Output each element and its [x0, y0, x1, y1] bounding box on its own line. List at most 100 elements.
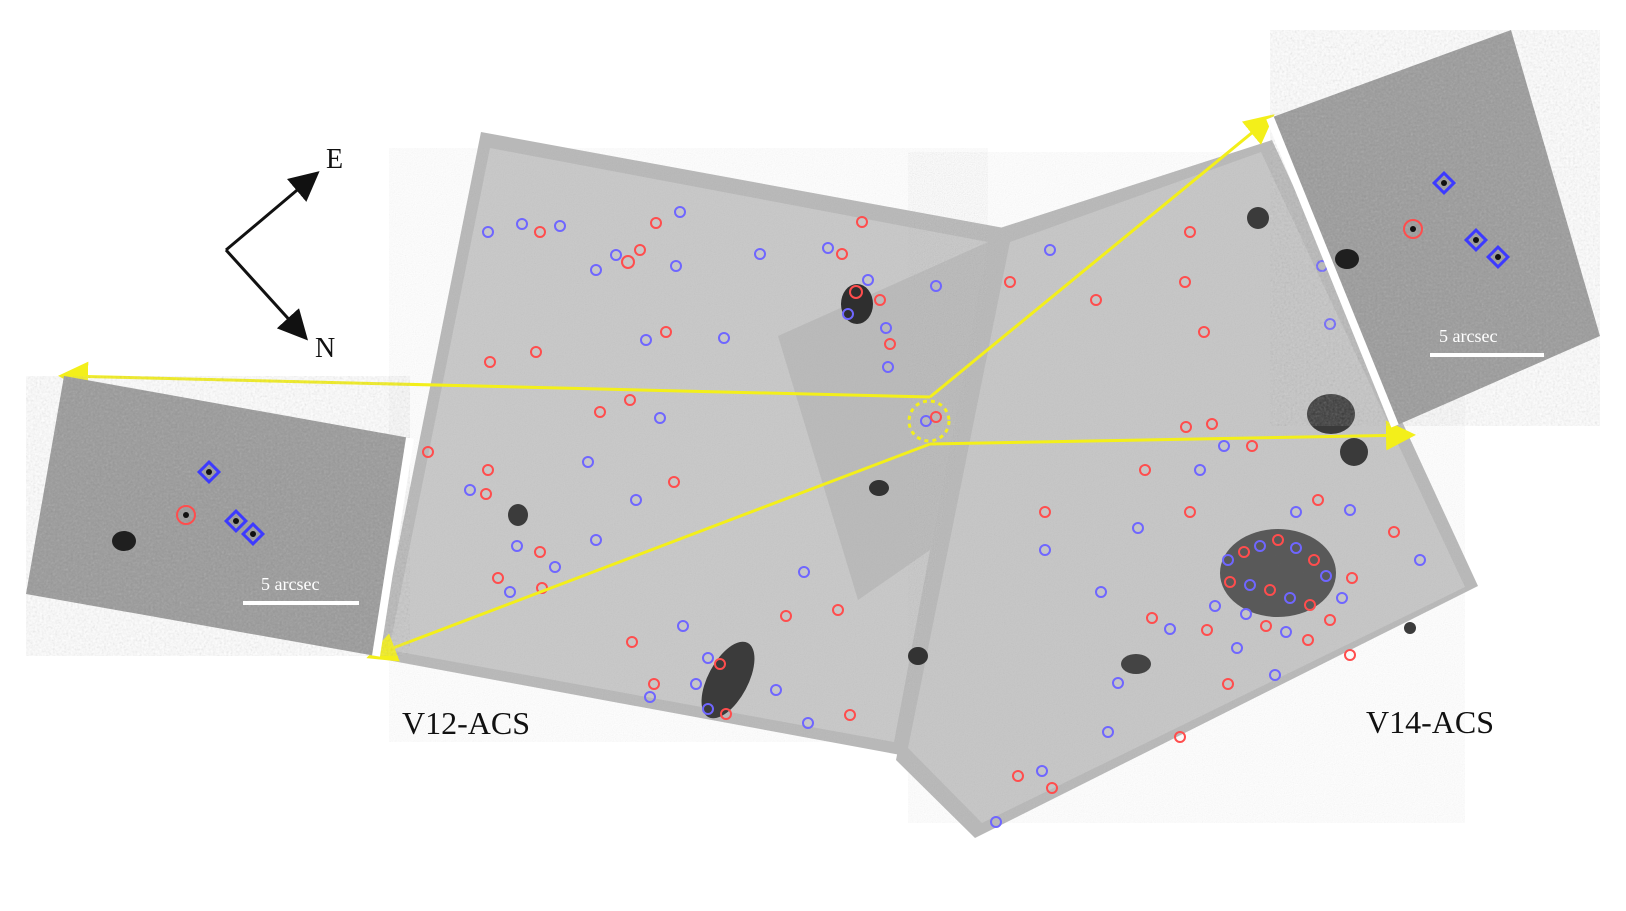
left-inset-blue-core [250, 531, 256, 537]
blue-source-marker [1112, 677, 1124, 689]
blue-source-marker [516, 218, 528, 230]
blue-source-marker [1102, 726, 1114, 738]
blue-source-marker [644, 691, 656, 703]
red-source-marker [720, 708, 732, 720]
east-arrow [225, 171, 320, 252]
right-inset-blue-target [1463, 227, 1489, 253]
red-source-marker [1264, 584, 1276, 596]
blue-source-marker [1284, 592, 1296, 604]
red-source-marker [714, 658, 726, 670]
blue-source-marker [1244, 579, 1256, 591]
bright-star [508, 504, 528, 526]
right-inset-noise [1270, 30, 1600, 426]
bright-star [1307, 394, 1355, 434]
blue-source-marker [1414, 554, 1426, 566]
galaxy-blob [1121, 654, 1151, 674]
right-inset-bright-source [1335, 249, 1359, 269]
red-source-marker [1346, 572, 1358, 584]
left-inset-bright-source [112, 531, 136, 551]
left-field-label: V12-ACS [402, 705, 530, 741]
red-source-marker [668, 476, 680, 488]
red-source-marker [832, 604, 844, 616]
red-source-marker [1184, 506, 1196, 518]
blue-source-marker [590, 264, 602, 276]
blue-source-marker [554, 220, 566, 232]
red-source-marker [1146, 612, 1158, 624]
bright-star [1340, 438, 1368, 466]
blue-source-marker [1240, 608, 1252, 620]
blue-source-marker [1254, 540, 1266, 552]
blue-source-marker [610, 249, 622, 261]
target-highlight-ring [907, 399, 951, 443]
source-markers [422, 206, 1426, 828]
blue-source-marker [690, 678, 702, 690]
red-source-marker [1308, 554, 1320, 566]
cluster-marker-group [1201, 494, 1426, 690]
bright-star [1247, 207, 1269, 229]
blue-source-marker [1209, 600, 1221, 612]
blue-source-marker [1044, 244, 1056, 256]
right-inset-separator [1266, 116, 1399, 428]
north-arrow [224, 248, 309, 341]
blue-source-marker [990, 816, 1002, 828]
left-inset-blue-core [233, 518, 239, 524]
bright-star [1404, 622, 1416, 634]
blue-source-marker [654, 412, 666, 424]
blue-source-marker [718, 332, 730, 344]
blue-source-marker [549, 561, 561, 573]
red-source-marker [1198, 326, 1210, 338]
red-source-marker [930, 411, 942, 423]
bright-star [908, 647, 928, 665]
blue-source-marker [504, 586, 516, 598]
red-source-marker [1046, 782, 1058, 794]
left-inset-blue-target [223, 508, 249, 534]
red-source-marker [534, 546, 546, 558]
blue-source-marker [842, 308, 854, 320]
blue-source-marker [1132, 522, 1144, 534]
red-source-marker [1206, 418, 1218, 430]
blue-source-marker [1290, 542, 1302, 554]
red-source-marker [1272, 534, 1284, 546]
blue-source-marker [862, 274, 874, 286]
blue-source-marker [1280, 626, 1292, 638]
right-inset: 5 arcsec [1270, 30, 1600, 426]
galaxy-blob [701, 641, 755, 719]
red-source-marker [492, 572, 504, 584]
blue-source-marker [1194, 464, 1206, 476]
right-inset-blue-target [1485, 244, 1511, 270]
blue-source-marker [1036, 765, 1048, 777]
connector-to-right-inset-top [929, 114, 1275, 399]
connector-to-right-inset-bottom [929, 420, 1416, 451]
blue-source-marker [1336, 592, 1348, 604]
red-source-marker [1039, 506, 1051, 518]
red-source-marker [1179, 276, 1191, 288]
red-source-marker [660, 326, 672, 338]
connector-to-left-inset-bottom [366, 442, 931, 662]
bright-star [869, 480, 889, 496]
red-source-marker [1388, 526, 1400, 538]
blue-source-marker [1039, 544, 1051, 556]
blue-source-marker [1222, 554, 1234, 566]
blue-source-marker [640, 334, 652, 346]
right-acs-field [896, 140, 1478, 838]
blue-source-marker [1290, 506, 1302, 518]
red-source-marker [1224, 576, 1236, 588]
red-source-marker [534, 226, 546, 238]
red-source-marker [594, 406, 606, 418]
blue-source-marker [1344, 504, 1356, 516]
east-label: E [326, 144, 343, 175]
blue-source-marker [920, 415, 932, 427]
red-source-marker [634, 244, 646, 256]
right-inset-scale-label: 5 arcsec [1439, 326, 1497, 346]
red-source-marker [1174, 731, 1186, 743]
left-inset-red-core [183, 512, 189, 518]
blue-source-marker [1218, 440, 1230, 452]
left-inset-separator [372, 437, 414, 657]
left-inset-blue-core [206, 469, 212, 475]
left-inset-blue-target [240, 521, 266, 547]
blue-source-marker [1320, 570, 1332, 582]
blue-source-marker [754, 248, 766, 260]
red-source-marker [650, 217, 662, 229]
red-source-marker [482, 464, 494, 476]
